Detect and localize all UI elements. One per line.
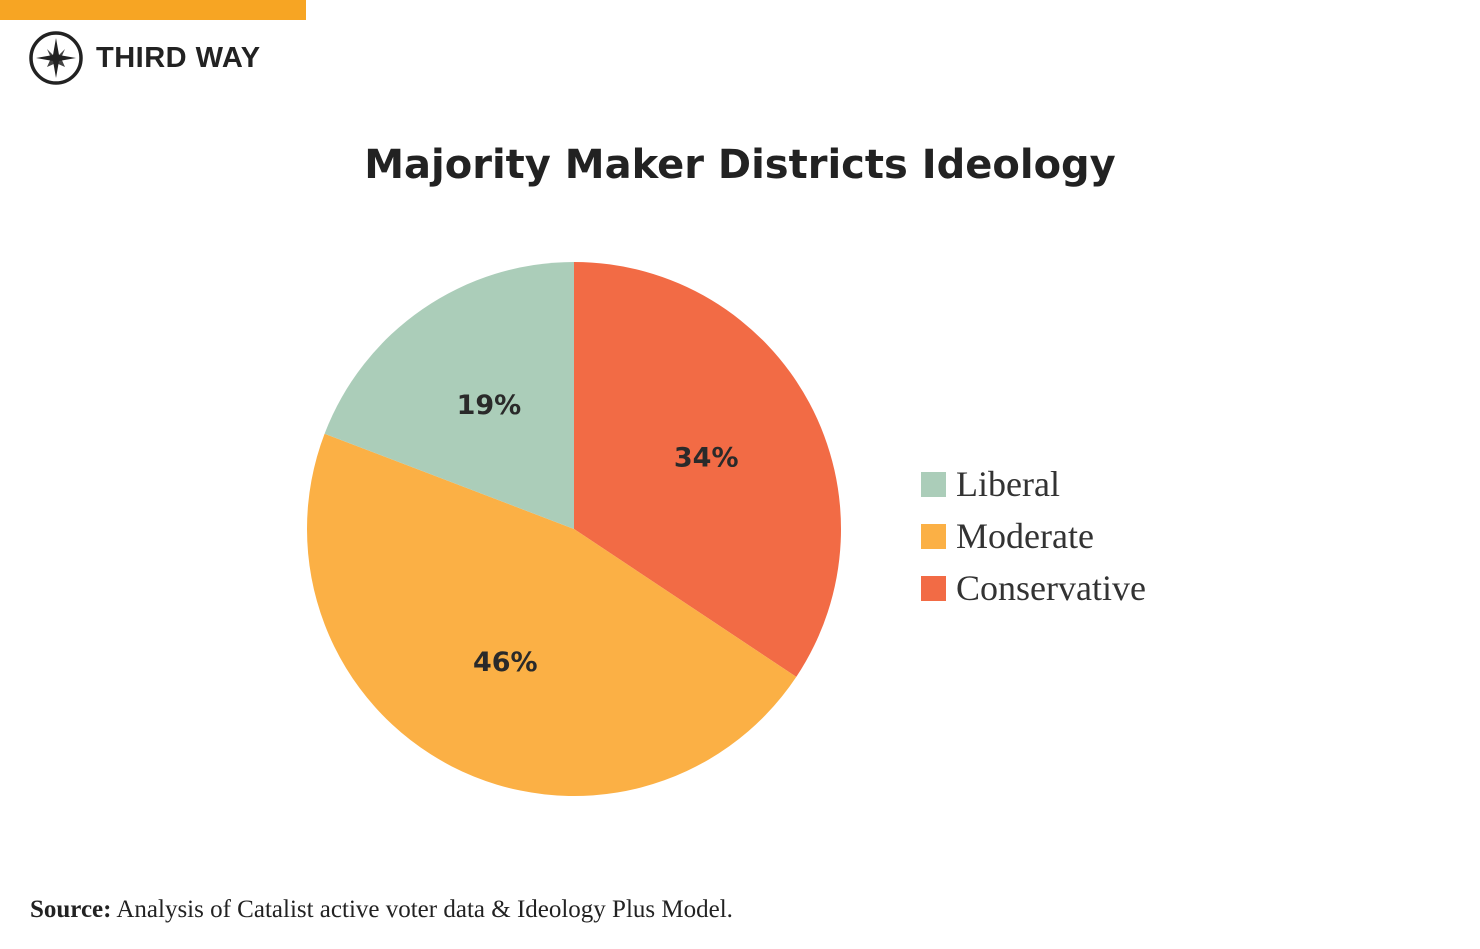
source-note: Source: Analysis of Catalist active vote… xyxy=(30,896,733,924)
chart-title: Majority Maker Districts Ideology xyxy=(364,142,1116,188)
legend-swatch xyxy=(921,575,946,601)
pie-slice-liberal xyxy=(324,262,574,529)
brand-name: THIRD WAY xyxy=(96,41,261,74)
slice-label-liberal: 19% xyxy=(457,390,522,421)
third-way-logo: THIRD WAY xyxy=(28,30,261,86)
legend-item-conservative: Conservative xyxy=(921,562,1146,614)
legend-item-liberal: Liberal xyxy=(921,458,1146,510)
slice-label-conservative: 34% xyxy=(674,443,739,474)
pie-slice-conservative xyxy=(574,262,841,677)
legend-item-moderate: Moderate xyxy=(921,510,1146,562)
chart-legend: Liberal Moderate Conservative xyxy=(921,458,1146,614)
slice-label-moderate: 46% xyxy=(473,647,538,678)
legend-swatch xyxy=(921,523,946,549)
legend-swatch xyxy=(921,471,946,497)
legend-label: Liberal xyxy=(956,464,1060,504)
source-label: Source: xyxy=(30,896,112,923)
top-accent-bar xyxy=(0,0,306,20)
legend-label: Moderate xyxy=(956,516,1094,556)
compass-icon xyxy=(29,31,83,85)
legend-label: Conservative xyxy=(956,568,1146,608)
source-text: Analysis of Catalist active voter data &… xyxy=(111,896,733,923)
pie-slice-moderate xyxy=(307,433,797,796)
